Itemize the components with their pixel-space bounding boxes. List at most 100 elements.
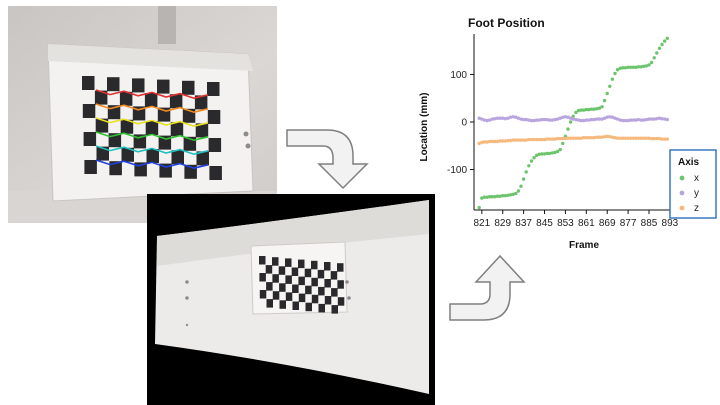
point-z (563, 136, 568, 141)
checker-square (182, 80, 195, 95)
x-tick-label: 861 (578, 218, 595, 229)
checker-square (107, 77, 120, 92)
checkerboard-pattern (82, 76, 222, 180)
checker-square (145, 121, 159, 135)
y-axis-label: Location (mm) (419, 93, 430, 162)
point-x (521, 177, 526, 181)
point-z (631, 136, 635, 140)
point-y (524, 117, 528, 122)
point-z (629, 136, 633, 140)
point-y (600, 117, 604, 121)
corner-line (95, 89, 209, 100)
checker-square (304, 268, 312, 278)
checker-square (120, 119, 134, 134)
point-y (589, 117, 594, 122)
checker-square (82, 104, 96, 118)
calibration-photo-image (8, 6, 277, 223)
point-z (634, 136, 638, 140)
point-y (550, 118, 555, 122)
point-z (537, 137, 541, 142)
point-z (508, 138, 513, 143)
point-x (550, 151, 555, 155)
point-z (644, 136, 649, 140)
point-z (613, 136, 617, 140)
checker-square (291, 267, 299, 276)
legend-label-y: y (694, 188, 699, 199)
point-x (608, 84, 612, 89)
point-z (579, 136, 583, 140)
checker-square (259, 256, 266, 265)
checker-square (337, 263, 344, 272)
point-x (488, 195, 492, 199)
point-z (597, 135, 602, 139)
checker-square (311, 294, 319, 304)
point-x (660, 42, 664, 47)
checker-square (324, 279, 331, 288)
point-z (521, 138, 526, 142)
point-y (644, 117, 649, 122)
point-z (527, 137, 531, 142)
point-z (511, 138, 515, 142)
x-axis-label: Frame (569, 240, 599, 251)
checker-square (311, 260, 318, 270)
point-x (566, 127, 570, 131)
point-x (610, 77, 615, 81)
point-x (582, 108, 586, 112)
point-x (652, 56, 656, 60)
point-z (582, 136, 586, 140)
point-z (595, 135, 599, 139)
point-x (535, 153, 539, 157)
point-z (584, 136, 588, 140)
point-x (647, 63, 651, 67)
point-z (516, 138, 521, 142)
point-z (524, 138, 528, 142)
point-y (532, 118, 536, 123)
point-z (545, 137, 549, 141)
checker-square (207, 110, 221, 124)
point-x (516, 189, 521, 193)
point-y (495, 116, 500, 120)
point-y (574, 117, 578, 122)
point-x (477, 205, 481, 210)
x-tick-label: 853 (557, 218, 574, 229)
point-z (501, 139, 505, 143)
point-z (652, 136, 656, 141)
point-y (655, 117, 659, 121)
point-x (595, 107, 599, 111)
checker-square (171, 150, 184, 165)
point-z (529, 137, 534, 142)
checker-square (272, 257, 279, 266)
point-x (524, 170, 528, 174)
point-y (514, 115, 518, 119)
point-x (576, 108, 581, 113)
checker-square (266, 282, 273, 291)
checker-square (317, 269, 325, 279)
point-x (655, 51, 659, 55)
x-tick-label: 869 (599, 218, 616, 229)
point-y (519, 117, 523, 121)
point-x (618, 66, 622, 70)
point-y (608, 115, 612, 119)
checker-square (194, 95, 208, 110)
point-y (477, 116, 481, 120)
point-x (623, 66, 628, 70)
point-z (558, 136, 562, 141)
chart-points (477, 36, 669, 210)
point-x (592, 107, 596, 111)
point-z (602, 135, 607, 139)
point-x (634, 65, 638, 69)
point-z (663, 137, 667, 141)
point-x (621, 66, 625, 70)
point-y (561, 115, 565, 119)
checker-square (318, 303, 325, 313)
point-x (602, 98, 607, 103)
checker-square (298, 293, 306, 303)
point-y (660, 117, 664, 121)
point-x (508, 193, 513, 197)
point-y (535, 118, 539, 122)
point-x (574, 110, 578, 115)
point-x (665, 36, 669, 40)
checker-square (298, 259, 305, 269)
point-y (582, 118, 586, 123)
point-z (626, 136, 630, 140)
